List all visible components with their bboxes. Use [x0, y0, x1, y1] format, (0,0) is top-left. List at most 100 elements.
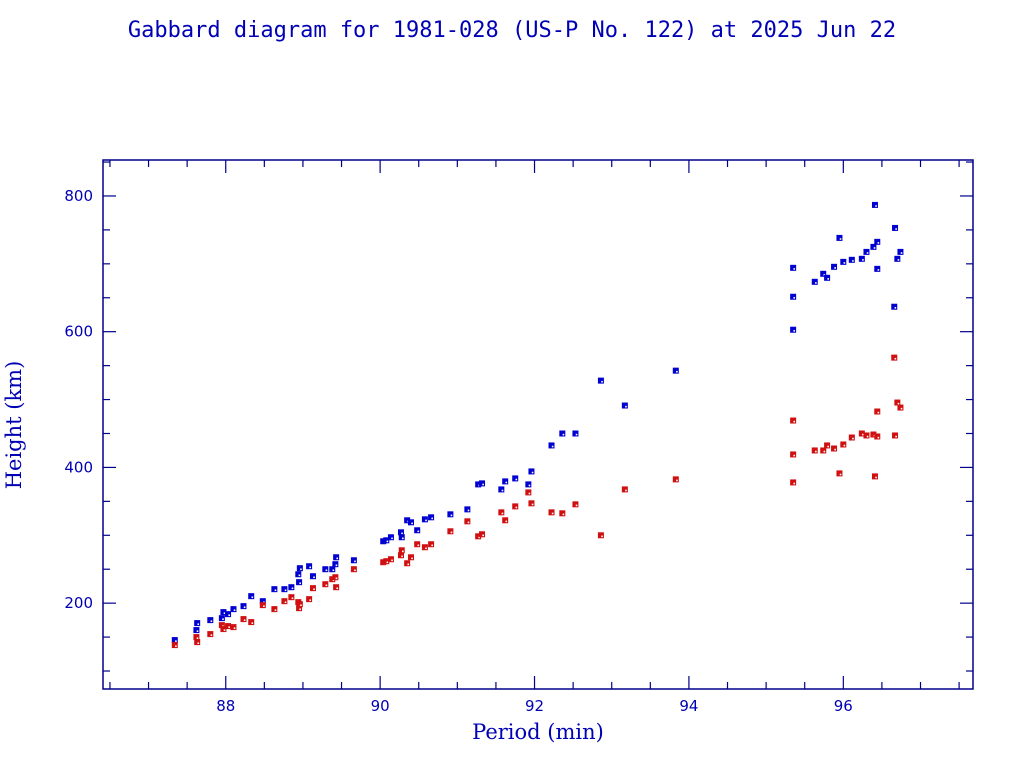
perigee-point: [322, 581, 329, 588]
apogee-point: [874, 265, 881, 272]
perigee-point: [296, 605, 303, 612]
perigee-point: [824, 442, 831, 449]
apogee-point: [672, 367, 679, 374]
x-axis-label: Period (min): [472, 720, 604, 744]
perigee-point: [333, 584, 340, 591]
apogee-point: [790, 293, 797, 300]
perigee-point: [790, 417, 797, 424]
apogee-point: [281, 586, 288, 593]
perigee-point: [464, 518, 471, 525]
perigee-point: [892, 432, 899, 439]
apogee-point: [559, 430, 566, 437]
perigee-point: [171, 642, 178, 649]
perigee-point: [897, 404, 904, 411]
apogee-point: [840, 258, 847, 265]
apogee-point: [193, 627, 200, 634]
apogee-point: [225, 611, 232, 618]
perigee-point: [559, 510, 566, 517]
apogee-point: [322, 566, 329, 573]
perigee-point: [248, 619, 255, 626]
perigee-point: [329, 576, 336, 583]
y-tick-label: 800: [64, 187, 93, 205]
perigee-point: [230, 624, 237, 631]
perigee-point: [836, 470, 843, 477]
perigee-point: [194, 639, 201, 646]
perigee-point: [309, 585, 316, 592]
apogee-point: [383, 537, 390, 544]
apogee-point: [295, 571, 302, 578]
apogee-point: [848, 256, 855, 263]
apogee-point: [350, 557, 357, 564]
perigee-point: [572, 501, 579, 508]
perigee-point: [525, 489, 532, 496]
apogee-point: [831, 263, 838, 270]
perigee-point: [894, 399, 901, 406]
apogee-point: [528, 468, 535, 475]
apogee-point: [892, 224, 899, 231]
apogee-point: [248, 593, 255, 600]
apogee-point: [621, 402, 628, 409]
perigee-point: [225, 623, 232, 630]
apogee-point: [296, 579, 303, 586]
perigee-point: [271, 606, 278, 613]
perigee-point: [498, 509, 505, 516]
apogee-point: [811, 278, 818, 285]
perigee-point: [512, 503, 519, 510]
apogee-point: [271, 586, 278, 593]
perigee-point: [528, 500, 535, 507]
axis-ticks: [103, 160, 973, 689]
perigee-point: [848, 434, 855, 441]
perigee-point: [220, 626, 227, 633]
apogee-point: [220, 609, 227, 616]
apogee-point: [836, 234, 843, 241]
data-points: [171, 201, 904, 649]
perigee-point: [891, 354, 898, 361]
apogee-point: [891, 303, 898, 310]
perigee-point: [404, 560, 411, 567]
perigee-point: [398, 547, 405, 554]
perigee-point: [621, 486, 628, 493]
apogee-point: [230, 606, 237, 613]
perigee-point: [863, 432, 870, 439]
apogee-point: [479, 480, 486, 487]
perigee-point: [811, 447, 818, 454]
perigee-point: [408, 554, 415, 561]
apogee-point: [421, 516, 428, 523]
apogee-point: [288, 584, 295, 591]
apogee-point: [309, 573, 316, 580]
perigee-point: [479, 531, 486, 538]
perigee-point: [672, 476, 679, 483]
apogee-point: [387, 534, 394, 541]
apogee-point: [447, 511, 454, 518]
perigee-point: [874, 433, 881, 440]
perigee-point: [288, 594, 295, 601]
apogee-point: [207, 617, 214, 624]
axis-tick-labels: 88 90 92 94 96 200 400 600 800: [64, 187, 852, 715]
apogee-point: [218, 615, 225, 622]
apogee-point: [414, 527, 421, 534]
apogee-point: [502, 478, 509, 485]
apogee-point: [194, 620, 201, 627]
perigee-point: [306, 596, 313, 603]
plot-frame: [102, 159, 974, 690]
apogee-point: [525, 481, 532, 488]
apogee-point: [428, 514, 435, 521]
apogee-point: [408, 519, 415, 526]
chart-title: Gabbard diagram for 1981-028 (US-P No. 1…: [128, 18, 896, 43]
apogee-point: [894, 255, 901, 262]
apogee-point: [548, 442, 555, 449]
apogee-point: [332, 561, 339, 568]
apogee-point: [874, 238, 881, 245]
perigee-point: [332, 574, 339, 581]
apogee-point: [858, 255, 865, 262]
perigee-point: [259, 602, 266, 609]
perigee-point: [193, 634, 200, 641]
perigee-point: [421, 544, 428, 551]
perigee-point: [383, 558, 390, 565]
apogee-point: [329, 566, 336, 573]
x-tick-label: 88: [216, 697, 235, 715]
x-tick-label: 96: [834, 697, 853, 715]
apogee-point: [512, 475, 519, 482]
perigee-point: [350, 566, 357, 573]
apogee-point: [897, 248, 904, 255]
